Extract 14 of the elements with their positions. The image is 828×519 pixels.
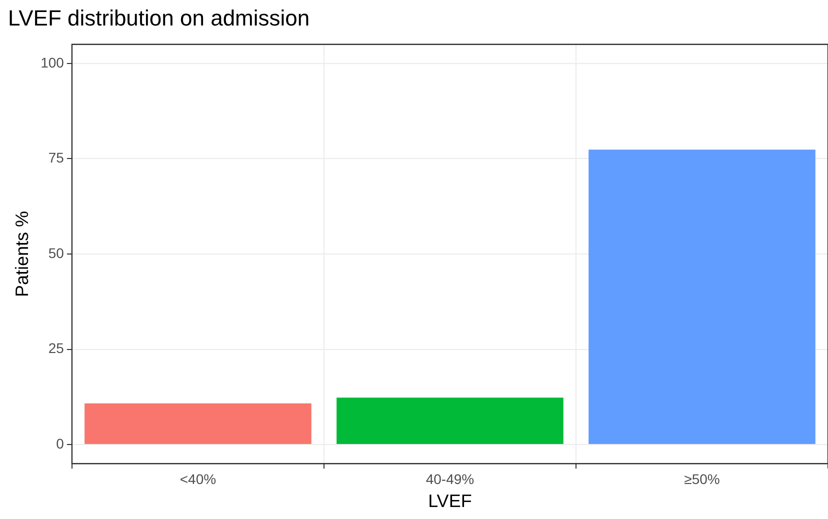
x-axis-title: LVEF: [428, 491, 472, 512]
y-tick-label: 75: [48, 150, 64, 166]
y-tick-label: 25: [48, 340, 64, 356]
x-tick-label: ≥50%: [684, 470, 720, 487]
bar: [588, 150, 816, 444]
chart-title: LVEF distribution on admission: [8, 5, 310, 30]
x-tick-label: 40-49%: [426, 470, 474, 487]
y-tick-label: 0: [56, 435, 64, 452]
x-tick-label: <40%: [180, 470, 216, 487]
bar: [336, 398, 564, 444]
y-tick-label: 50: [48, 244, 64, 261]
y-tick-label: 100: [40, 54, 64, 70]
bar: [84, 403, 312, 444]
y-axis-title: Patients %: [12, 210, 32, 298]
